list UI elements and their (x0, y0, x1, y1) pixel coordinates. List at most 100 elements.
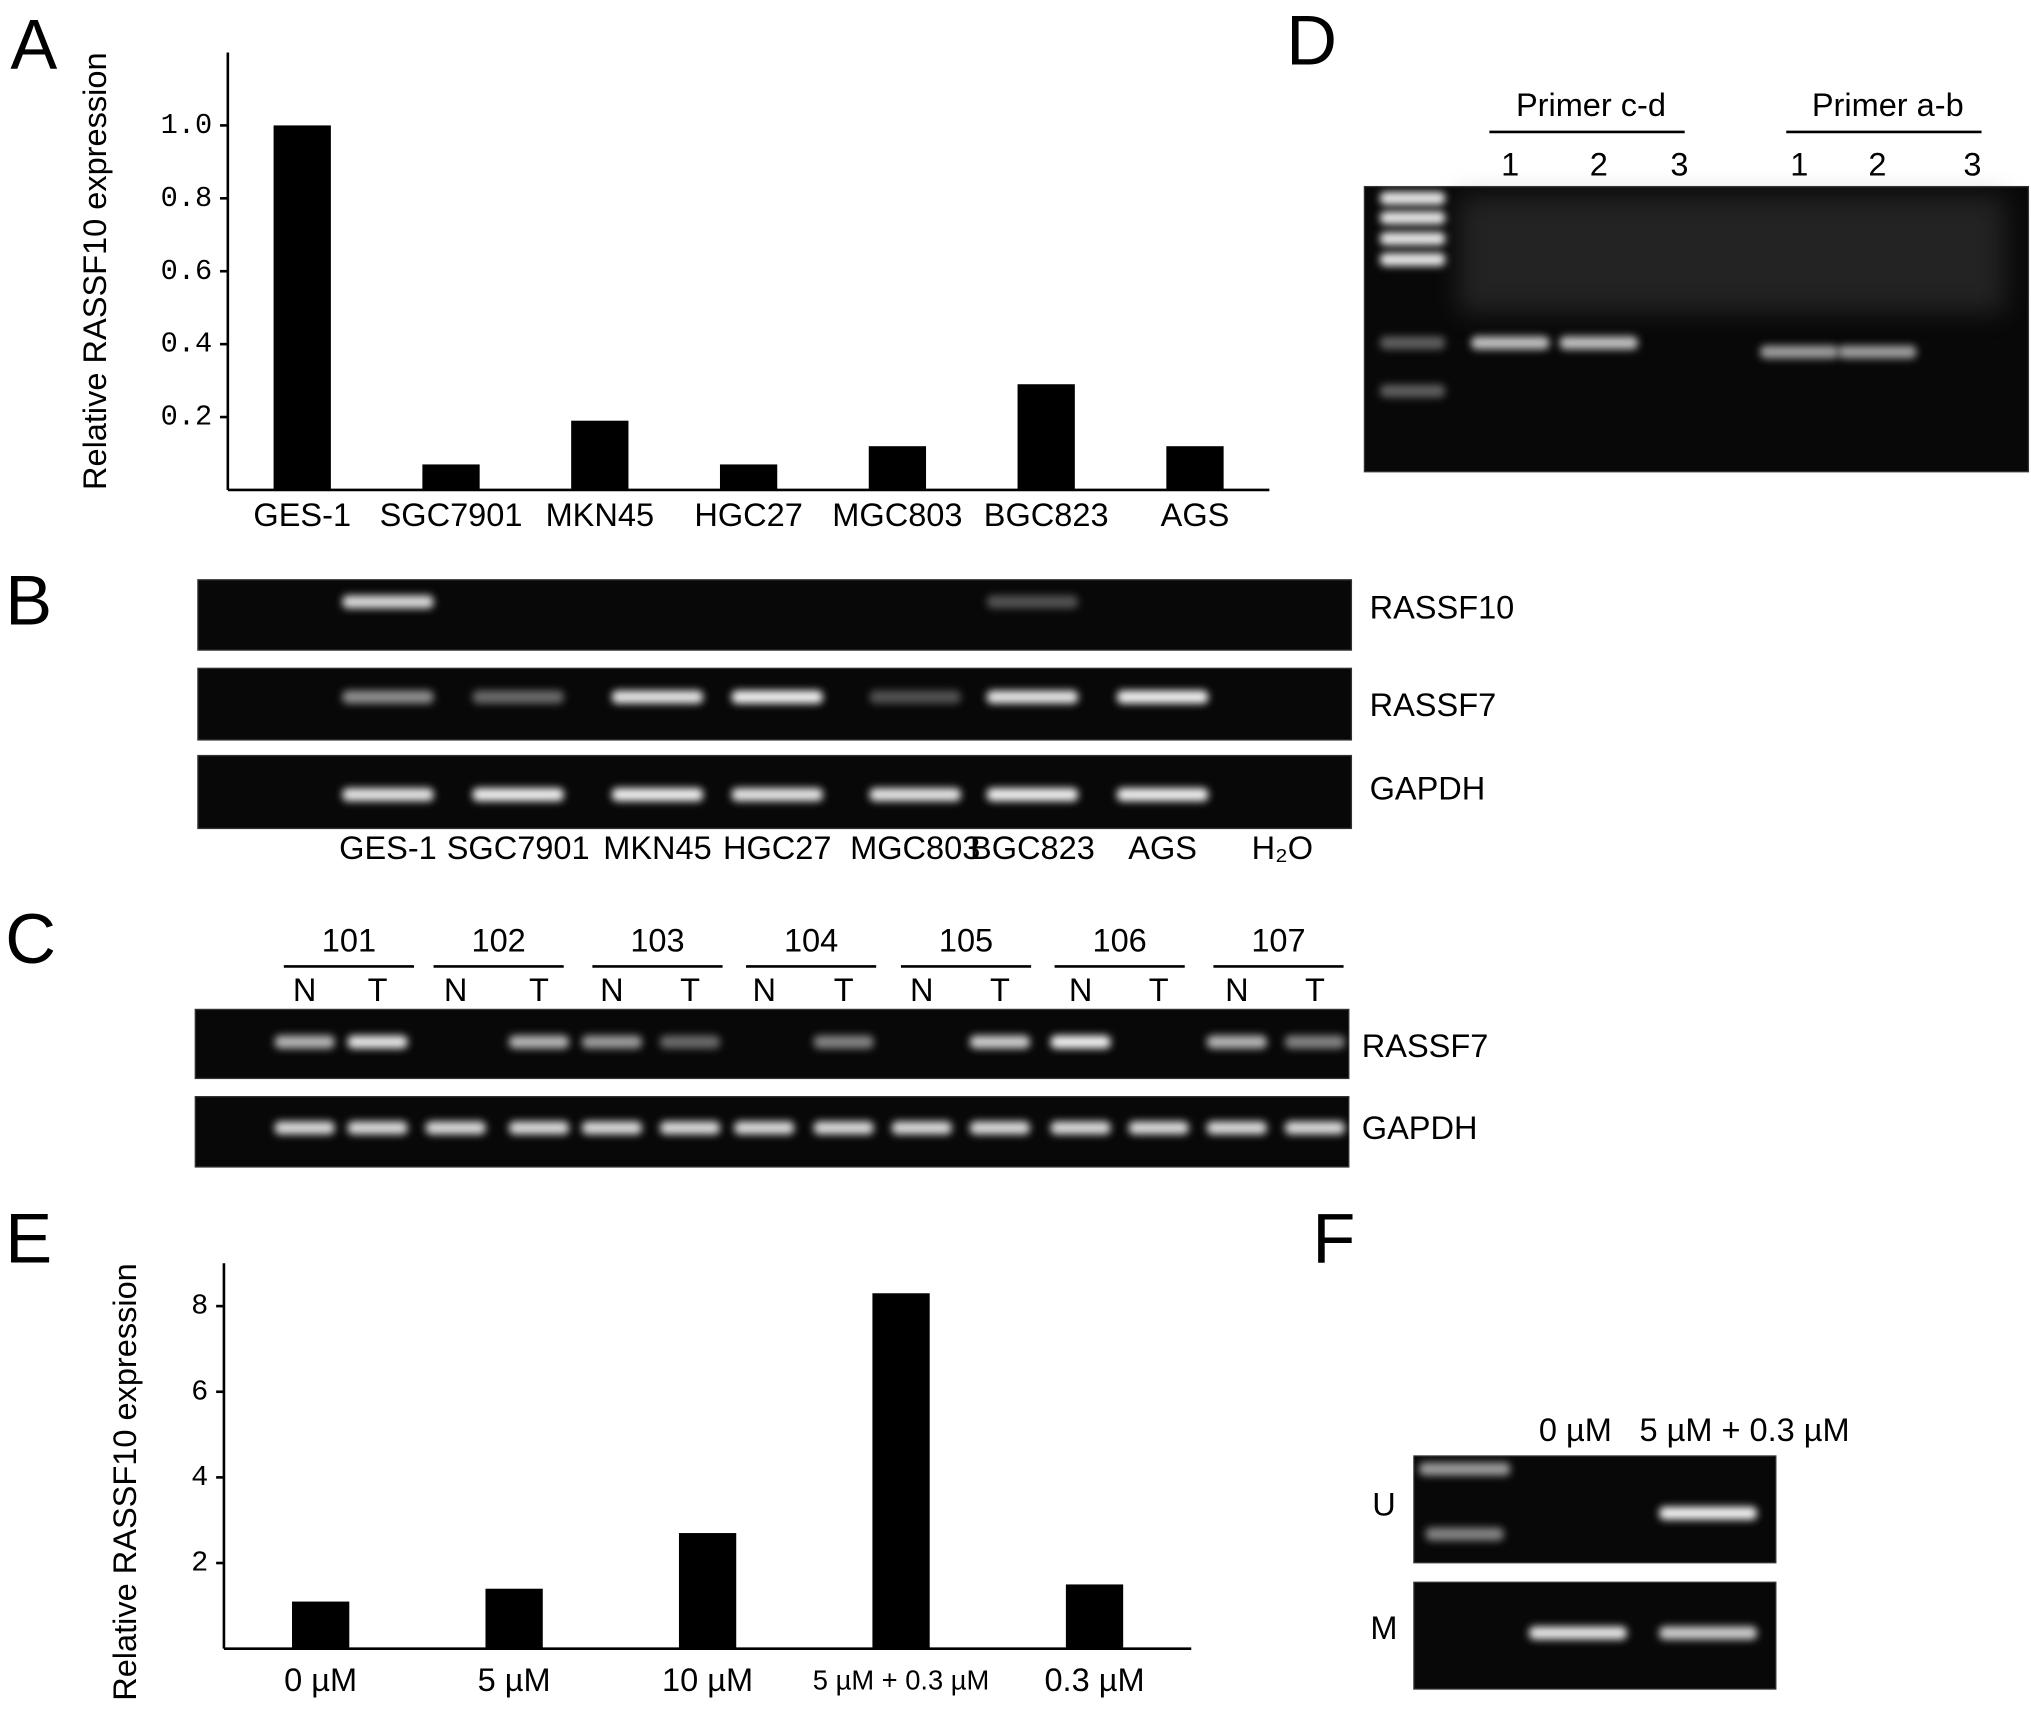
x-tick-label: 5 µM (478, 1662, 551, 1698)
sample-label: 104 (784, 923, 838, 959)
lane-label: 5 µM + 0.3 µM (1639, 1412, 1849, 1448)
gel-b-row (197, 667, 1353, 741)
sample-label: 105 (939, 923, 993, 959)
lane-label: T (529, 972, 549, 1008)
x-tick-label: MGC803 (832, 497, 962, 533)
y-tick-label: 0.2 (161, 401, 213, 434)
band (472, 690, 564, 704)
band (1471, 336, 1550, 350)
x-tick-label: GES-1 (253, 497, 351, 533)
lane-label: SGC7901 (447, 830, 590, 866)
band (1425, 1527, 1504, 1541)
bar (292, 1601, 350, 1649)
x-tick-label: HGC27 (694, 497, 802, 533)
band (986, 788, 1078, 802)
band (1050, 1035, 1111, 1049)
sample-label: 107 (1251, 923, 1305, 959)
x-tick-label: 5 µM + 0.3 µM (813, 1665, 990, 1696)
sample-label: 103 (630, 923, 684, 959)
y-tick-label: 2 (191, 1547, 208, 1580)
lane-label: MGC803 (850, 830, 980, 866)
band (1419, 1462, 1511, 1476)
band (660, 1035, 720, 1049)
x-tick-label: BGC823 (984, 497, 1109, 533)
lane-label: MKN45 (603, 830, 711, 866)
band (1206, 1121, 1267, 1135)
row-label: GAPDH (1370, 770, 1486, 806)
band (1380, 253, 1446, 267)
bar (872, 1293, 930, 1649)
band (1128, 1121, 1189, 1135)
band (425, 1121, 486, 1135)
x-tick-label: 0.3 µM (1044, 1662, 1144, 1698)
band (1529, 1626, 1627, 1640)
band (869, 788, 961, 802)
sample-label: 101 (322, 923, 376, 959)
panel-letter: D (1286, 1, 1337, 80)
sample-label: 102 (471, 923, 525, 959)
y-tick-label: 1.0 (161, 109, 213, 142)
y-tick-label: 0.4 (161, 328, 213, 361)
row-label: RASSF7 (1370, 687, 1497, 723)
lane-label: N (1225, 972, 1249, 1008)
bar (1065, 1584, 1124, 1649)
lane-label: N (444, 972, 468, 1008)
bar (485, 1588, 543, 1649)
lane-label: 2 (1868, 147, 1886, 183)
x-tick-label: 0 µM (284, 1662, 357, 1698)
band (509, 1035, 569, 1049)
band (347, 1121, 408, 1135)
band (1838, 345, 1917, 359)
band (342, 788, 434, 802)
y-tick-label: 6 (191, 1375, 208, 1408)
band (986, 595, 1078, 609)
lane-label: GES-1 (339, 830, 437, 866)
panel-letter: F (1312, 1198, 1355, 1277)
band (342, 595, 434, 609)
bar (868, 446, 927, 490)
panel-letter: C (5, 899, 56, 978)
smear (1458, 195, 2005, 313)
band (274, 1121, 335, 1135)
y-axis-label: Relative RASSF10 expression (107, 1263, 143, 1701)
lane-label: 1 (1790, 147, 1808, 183)
row-label: U (1372, 1486, 1395, 1522)
x-tick-label: AGS (1161, 497, 1230, 533)
lane-label: N (752, 972, 776, 1008)
band (611, 788, 704, 802)
band (274, 1035, 335, 1049)
panel-letter: B (5, 560, 52, 639)
row-label: RASSF10 (1370, 589, 1515, 625)
bar (719, 464, 778, 490)
band (581, 1035, 642, 1049)
band (1380, 232, 1446, 246)
band (342, 690, 434, 704)
lane-label: 3 (1963, 147, 1981, 183)
y-tick-label: 0.6 (161, 255, 213, 288)
gels (194, 185, 2030, 1690)
band (347, 1035, 408, 1049)
bar (571, 420, 629, 490)
lane-label: T (1149, 972, 1169, 1008)
row-label: RASSF7 (1362, 1028, 1489, 1064)
band (1380, 336, 1446, 350)
band (660, 1121, 720, 1135)
band (1206, 1035, 1267, 1049)
band (813, 1121, 874, 1135)
row-label: GAPDH (1362, 1110, 1478, 1146)
x-tick-label: MKN45 (546, 497, 654, 533)
band (986, 690, 1078, 704)
y-axis-label: Relative RASSF10 expression (77, 52, 113, 490)
bar (678, 1533, 737, 1649)
lane-label: 2 (1590, 147, 1608, 183)
lane-label: N (293, 972, 317, 1008)
band (509, 1121, 569, 1135)
band (1284, 1121, 1345, 1135)
x-tick-label: SGC7901 (380, 497, 523, 533)
band (1050, 1121, 1111, 1135)
band (891, 1121, 952, 1135)
y-tick-label: 0.8 (161, 182, 213, 215)
band (734, 1121, 795, 1135)
lane-label: T (1305, 972, 1325, 1008)
